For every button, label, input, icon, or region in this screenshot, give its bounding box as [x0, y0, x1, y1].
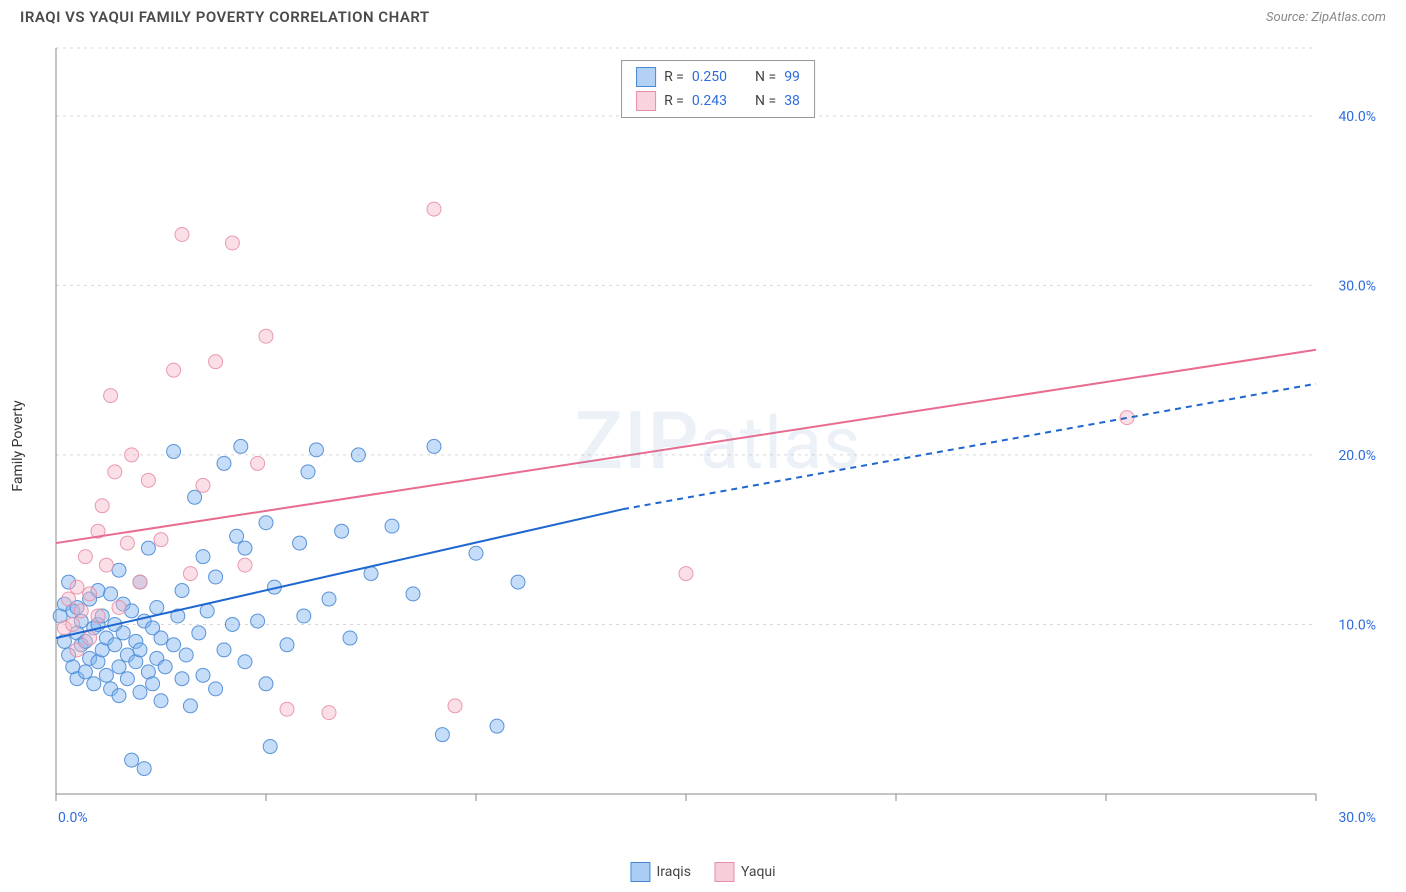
- r-value: 0.250: [692, 69, 727, 85]
- chart-title: IRAQI VS YAQUI FAMILY POVERTY CORRELATIO…: [20, 8, 430, 26]
- legend-swatch: [715, 862, 735, 882]
- legend-item: Yaqui: [715, 862, 776, 882]
- svg-text:30.0%: 30.0%: [1338, 810, 1376, 826]
- r-label: R =: [664, 69, 684, 85]
- legend-swatch: [630, 862, 650, 882]
- svg-text:40.0%: 40.0%: [1338, 109, 1376, 125]
- n-value: 99: [784, 69, 800, 85]
- stats-legend: R = 0.250 N = 99 R = 0.243 N = 38: [621, 60, 815, 118]
- series-legend: Iraqis Yaqui: [630, 862, 775, 882]
- stats-row: R = 0.243 N = 38: [622, 89, 814, 113]
- n-value: 38: [784, 93, 800, 109]
- legend-label: Iraqis: [656, 864, 690, 880]
- svg-text:20.0%: 20.0%: [1338, 448, 1376, 464]
- r-value: 0.243: [692, 93, 727, 109]
- scatter-plot: 10.0% 20.0% 30.0% 40.0% 0.0% 30.0%: [50, 40, 1386, 842]
- legend-label: Yaqui: [741, 864, 776, 880]
- series-swatch: [636, 91, 656, 111]
- source-label: Source: ZipAtlas.com: [1266, 10, 1386, 25]
- n-label: N =: [755, 69, 776, 85]
- y-axis-label: Family Poverty: [10, 400, 26, 491]
- series-swatch: [636, 67, 656, 87]
- svg-text:30.0%: 30.0%: [1338, 278, 1376, 294]
- svg-text:0.0%: 0.0%: [58, 810, 88, 826]
- r-label: R =: [664, 93, 684, 109]
- svg-text:10.0%: 10.0%: [1338, 617, 1376, 633]
- n-label: N =: [755, 93, 776, 109]
- chart-container: 10.0%20.0%30.0%40.0%0.0%30.0% ZIPatlas R…: [50, 40, 1386, 842]
- stats-row: R = 0.250 N = 99: [622, 65, 814, 89]
- legend-item: Iraqis: [630, 862, 690, 882]
